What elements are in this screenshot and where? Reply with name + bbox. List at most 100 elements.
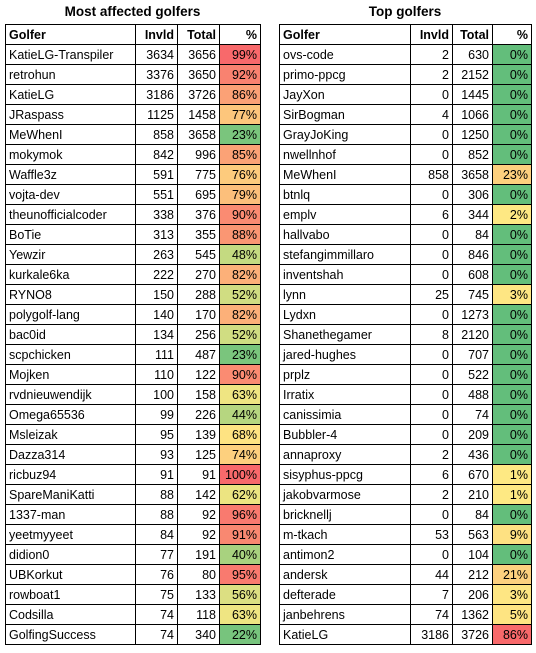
percent-cell: 77% [219,104,261,125]
total-cell: 288 [177,284,220,305]
total-cell: 3656 [177,44,220,65]
total-cell: 630 [452,44,493,65]
table-row: KatieLG 3186 3726 86% [5,84,261,105]
invld-cell: 91 [135,464,178,485]
invld-cell: 74 [135,624,178,645]
total-cell: 92 [177,524,220,545]
table-row: Bubbler-4 0 209 0% [279,424,532,445]
golfer-cell: Irratix [279,384,411,405]
invld-cell: 842 [135,144,178,165]
header-row: Golfer Invld Total % [279,24,532,45]
golfer-cell: SirBogman [279,104,411,125]
table-row: ovs-code 2 630 0% [279,44,532,65]
table-row: m-tkach 53 563 9% [279,524,532,545]
table-row: mokymok 842 996 85% [5,144,261,165]
golfer-cell: kurkale6ka [5,264,136,285]
table-row: JRaspass 1125 1458 77% [5,104,261,125]
total-cell: 3658 [177,124,220,145]
percent-header: % [492,24,532,45]
invld-cell: 2 [410,44,453,65]
invld-cell: 0 [410,424,453,445]
table-row: Omega65536 99 226 44% [5,404,261,425]
total-cell: 84 [452,224,493,245]
golfer-cell: GrayJoKing [279,124,411,145]
table-row: canissimia 0 74 0% [279,404,532,425]
percent-cell: 3% [492,584,532,605]
invld-cell: 150 [135,284,178,305]
invld-cell: 0 [410,364,453,385]
golfer-cell: KatieLG [5,84,136,105]
table-row: bricknellj 0 84 0% [279,504,532,525]
header-row: Golfer Invld Total % [5,24,261,45]
total-cell: 80 [177,564,220,585]
invld-cell: 222 [135,264,178,285]
invld-cell: 6 [410,464,453,485]
table-row: annaproxy 2 436 0% [279,444,532,465]
percent-cell: 92% [219,64,261,85]
golfer-cell: theunofficialcoder [5,204,136,225]
percent-cell: 9% [492,524,532,545]
golfer-cell: Lydxn [279,304,411,325]
percent-cell: 0% [492,304,532,325]
total-cell: 158 [177,384,220,405]
invld-header: Invld [135,24,178,45]
percent-cell: 0% [492,424,532,445]
golfer-cell: Waffle3z [5,164,136,185]
invld-cell: 0 [410,244,453,265]
percent-cell: 100% [219,464,261,485]
table-row: rvdnieuwendijk 100 158 63% [5,384,261,405]
invld-cell: 338 [135,204,178,225]
total-cell: 84 [452,504,493,525]
golfer-cell: JRaspass [5,104,136,125]
golfer-cell: annaproxy [279,444,411,465]
percent-cell: 99% [219,44,261,65]
percent-cell: 0% [492,104,532,125]
table-row: UBKorkut 76 80 95% [5,564,261,585]
golfer-cell: Codsilla [5,604,136,625]
percent-cell: 0% [492,444,532,465]
golfer-cell: BoTie [5,224,136,245]
golfer-cell: KatieLG [279,624,411,645]
table-row: scpchicken 111 487 23% [5,344,261,365]
table-row: RYNO8 150 288 52% [5,284,261,305]
invld-cell: 4 [410,104,453,125]
percent-cell: 0% [492,544,532,565]
total-cell: 487 [177,344,220,365]
total-cell: 608 [452,264,493,285]
total-cell: 170 [177,304,220,325]
percent-cell: 2% [492,204,532,225]
table-row: didion0 77 191 40% [5,544,261,565]
total-cell: 522 [452,364,493,385]
golfer-cell: Omega65536 [5,404,136,425]
table-row: polygolf-lang 140 170 82% [5,304,261,325]
table-row: rowboat1 75 133 56% [5,584,261,605]
percent-cell: 23% [492,164,532,185]
total-cell: 256 [177,324,220,345]
invld-cell: 0 [410,344,453,365]
invld-cell: 25 [410,284,453,305]
table-row: primo-ppcg 2 2152 0% [279,64,532,85]
invld-cell: 3376 [135,64,178,85]
golfer-cell: Msleizak [5,424,136,445]
total-cell: 210 [452,484,493,505]
total-cell: 340 [177,624,220,645]
total-cell: 3650 [177,64,220,85]
percent-cell: 0% [492,224,532,245]
golfer-cell: btnlq [279,184,411,205]
table-row: SpareManiKatti 88 142 62% [5,484,261,505]
table-row: kurkale6ka 222 270 82% [5,264,261,285]
invld-cell: 0 [410,144,453,165]
percent-cell: 79% [219,184,261,205]
invld-cell: 99 [135,404,178,425]
table-row: jared-hughes 0 707 0% [279,344,532,365]
top-golfers-table: Golfer Invld Total % ovs-code 2 630 0% primo… [279,24,532,645]
percent-header: % [219,24,261,45]
total-cell: 707 [452,344,493,365]
golfer-cell: prplz [279,364,411,385]
total-cell: 125 [177,444,220,465]
percent-cell: 0% [492,324,532,345]
golfer-cell: rvdnieuwendijk [5,384,136,405]
table-row: Codsilla 74 118 63% [5,604,261,625]
golfer-cell: m-tkach [279,524,411,545]
percent-cell: 76% [219,164,261,185]
